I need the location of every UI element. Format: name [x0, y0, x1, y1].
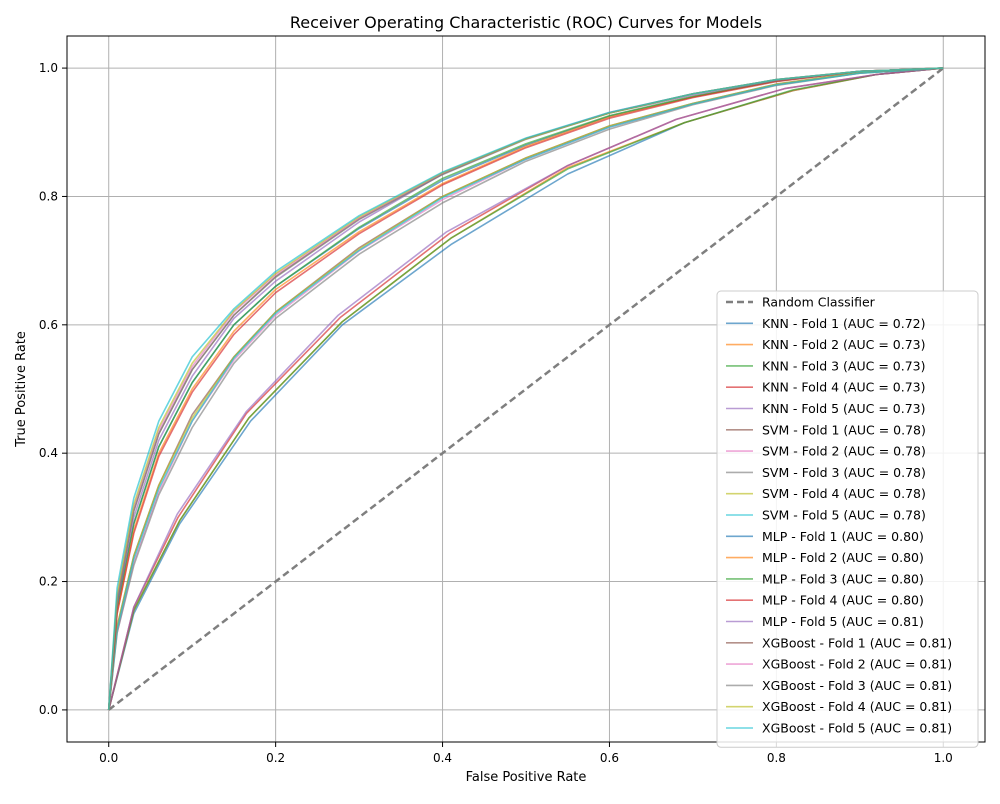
- series-layer: [107, 67, 945, 711]
- series-line: [107, 67, 944, 710]
- x-tick-label: 1.0: [934, 751, 953, 765]
- x-tick-label: 0.8: [767, 751, 786, 765]
- legend-label: SVM - Fold 2 (AUC = 0.78): [762, 444, 926, 459]
- legend-label: XGBoost - Fold 2 (AUC = 0.81): [762, 657, 952, 672]
- legend-label: KNN - Fold 3 (AUC = 0.73): [762, 358, 926, 373]
- legend-label: SVM - Fold 1 (AUC = 0.78): [762, 422, 926, 437]
- legend-label: Random Classifier: [762, 295, 876, 310]
- legend-label: SVM - Fold 3 (AUC = 0.78): [762, 465, 926, 480]
- x-tick-label: 0.6: [600, 751, 619, 765]
- legend-label: XGBoost - Fold 1 (AUC = 0.81): [762, 635, 952, 650]
- legend-label: XGBoost - Fold 3 (AUC = 0.81): [762, 678, 952, 693]
- legend-label: KNN - Fold 2 (AUC = 0.73): [762, 337, 926, 352]
- legend-label: KNN - Fold 4 (AUC = 0.73): [762, 380, 926, 395]
- y-tick-label: 0.0: [39, 703, 58, 717]
- legend-label: MLP - Fold 4 (AUC = 0.80): [762, 593, 924, 608]
- legend-label: MLP - Fold 3 (AUC = 0.80): [762, 571, 924, 586]
- y-tick-label: 0.4: [39, 446, 58, 460]
- x-axis-label: False Positive Rate: [466, 770, 587, 785]
- y-tick-label: 1.0: [39, 61, 58, 75]
- x-tick-label: 0.4: [433, 751, 452, 765]
- chart-title: Receiver Operating Characteristic (ROC) …: [290, 13, 762, 32]
- legend: Random Classifier KNN - Fold 1 (AUC = 0.7…: [716, 290, 979, 748]
- series-line: [107, 67, 944, 711]
- tick-layer: 0.0 0.2 0.4 0.6 0.8 1.0 0.0 0.2 0.4 0.6 0.8 1.0: [39, 61, 953, 765]
- x-tick-label: 0.2: [266, 751, 285, 765]
- legend-label: KNN - Fold 5 (AUC = 0.73): [762, 401, 926, 416]
- legend-label: MLP - Fold 2 (AUC = 0.80): [762, 550, 924, 565]
- y-tick-label: 0.6: [39, 318, 58, 332]
- legend-label: MLP - Fold 1 (AUC = 0.80): [762, 529, 924, 544]
- legend-label: SVM - Fold 5 (AUC = 0.78): [762, 508, 926, 523]
- legend-label: XGBoost - Fold 4 (AUC = 0.81): [762, 699, 952, 714]
- legend-label: KNN - Fold 1 (AUC = 0.72): [762, 316, 926, 331]
- y-tick-label: 0.2: [39, 575, 58, 589]
- y-tick-label: 0.8: [39, 189, 58, 203]
- legend-label: MLP - Fold 5 (AUC = 0.81): [762, 614, 924, 629]
- legend-label: SVM - Fold 4 (AUC = 0.78): [762, 486, 926, 501]
- series-line: [107, 67, 944, 710]
- legend-label: XGBoost - Fold 5 (AUC = 0.81): [762, 721, 952, 736]
- plot-frame: [66, 35, 986, 743]
- series-line: [107, 67, 944, 710]
- series-line: [107, 67, 944, 711]
- legend-box: [716, 290, 979, 748]
- y-axis-label: True Positive Rate: [14, 331, 29, 448]
- series-line: [107, 67, 944, 710]
- x-tick-label: 0.0: [99, 751, 118, 765]
- series-line: [107, 67, 944, 710]
